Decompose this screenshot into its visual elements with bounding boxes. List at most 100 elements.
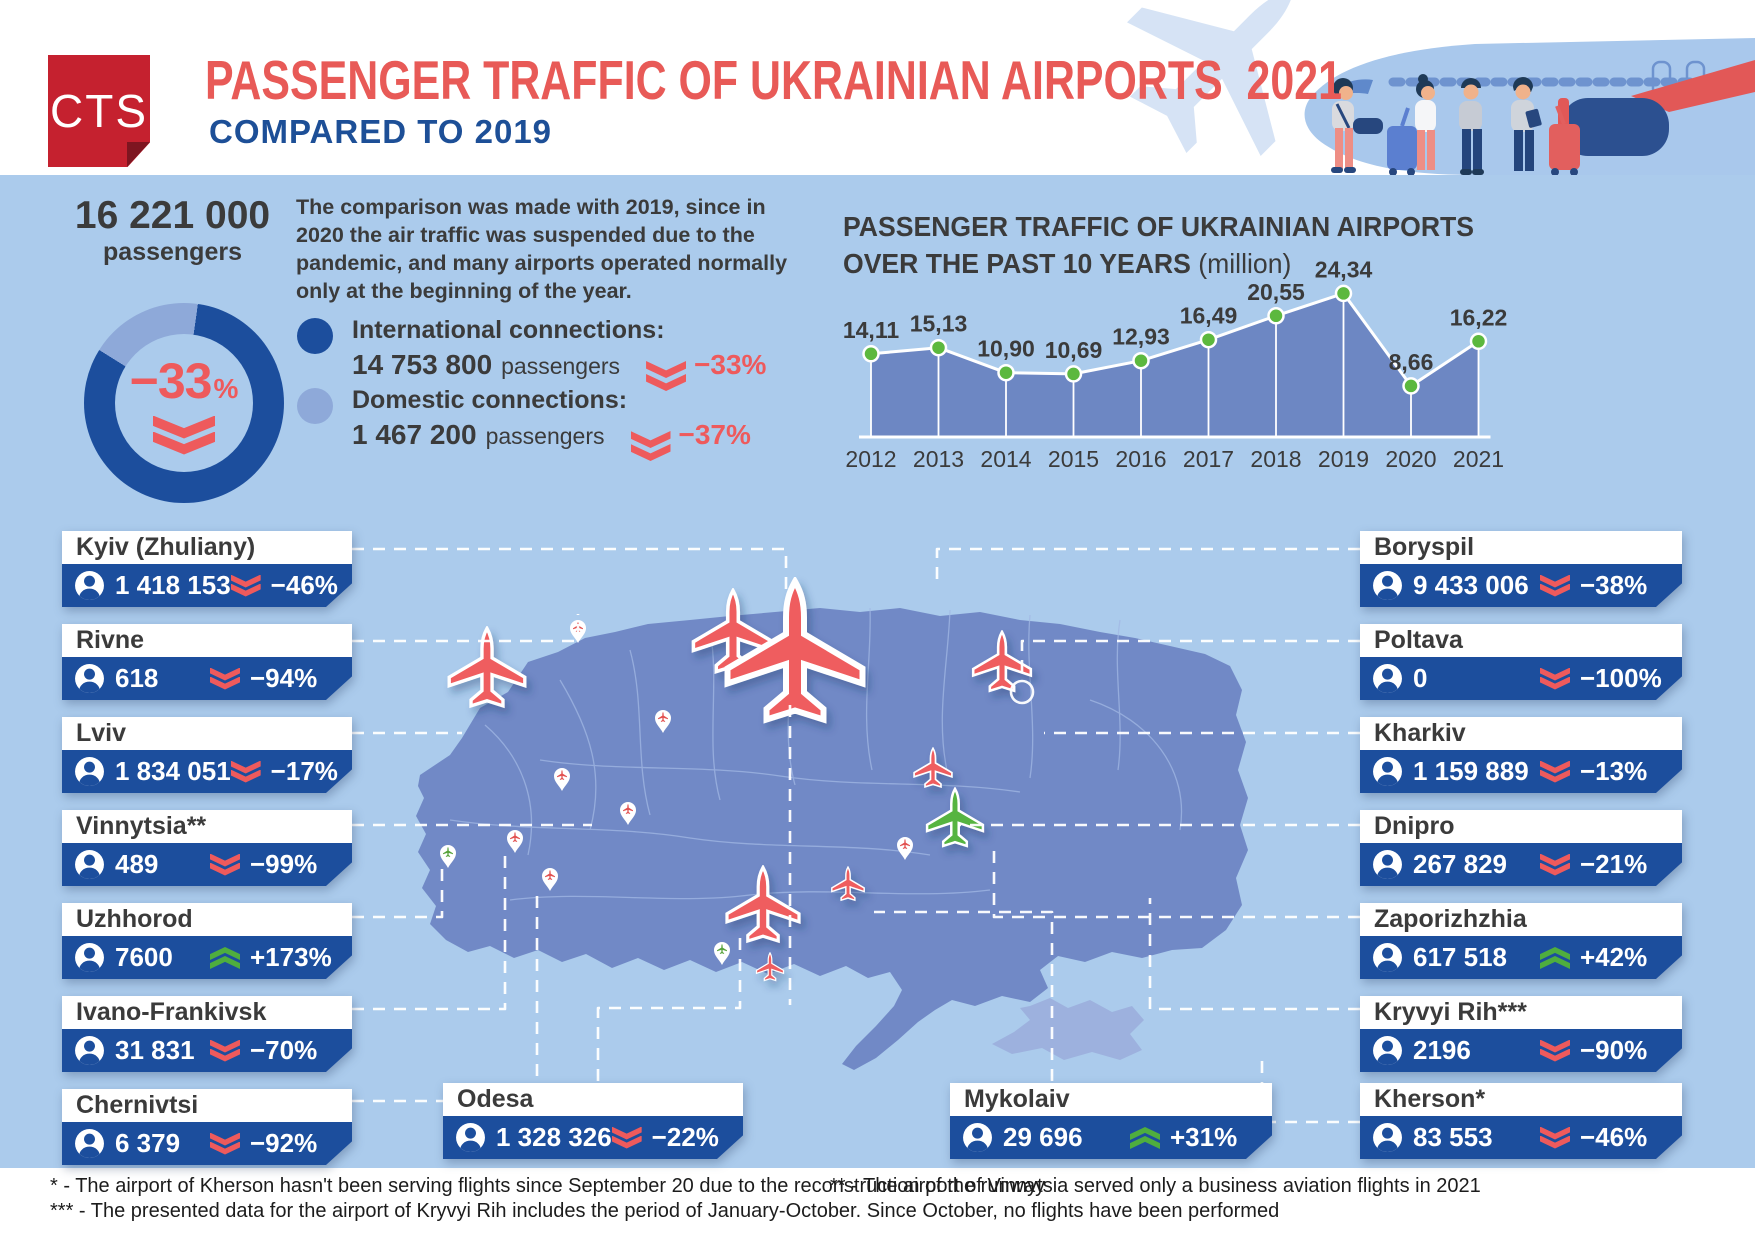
chart-point: [862, 345, 880, 363]
airport-name: Mykolaiv: [964, 1085, 1070, 1113]
total-passengers-value: 16 221 000: [74, 194, 271, 237]
small-airport-pins: [440, 620, 913, 965]
chart-year-label: 2012: [845, 446, 896, 472]
domestic-value: 1 467 200: [352, 419, 477, 450]
international-value-row: 14 753 800 passengers −33%: [352, 349, 767, 391]
change-percent: −92%: [250, 1128, 318, 1158]
airport-box: Chernivtsi 6 379 −92%: [62, 1089, 352, 1165]
airport-name: Kyiv (Zhuliany): [76, 533, 256, 561]
airport-pin-icon: [897, 837, 913, 860]
domestic-legend-dot: [297, 388, 333, 424]
trend-down-icon: [646, 361, 687, 391]
chart-year-label: 2017: [1183, 446, 1234, 472]
passenger-count: 618: [115, 663, 159, 693]
header: CTS PASSENGER TRAFFIC OF UKRAINIAN AIRPO…: [0, 0, 1755, 192]
airport-box: Kherson* 83 553 −46%: [1360, 1083, 1682, 1159]
airport-column-left: Kyiv (Zhuliany) 1 418 153 −46% Rivne: [62, 531, 352, 1182]
airport-box: Odesa 1 328 326 −22%: [443, 1083, 743, 1159]
passenger-count: 29 696: [1003, 1122, 1083, 1152]
passenger-count: 9 433 006: [1413, 570, 1529, 600]
chart-point: [997, 363, 1015, 382]
change-percent: −94%: [250, 663, 318, 693]
footnote-kryvyi-rih: *** - The presented data for the airport…: [50, 1200, 1280, 1222]
chart-point: [1064, 365, 1083, 383]
passenger-icon: [74, 570, 105, 601]
trend-chevron-icon: [612, 1127, 642, 1149]
chart-value-label: 10,69: [1045, 337, 1103, 363]
change-percent: −46%: [1580, 1122, 1648, 1152]
airport-pin-icon: [507, 830, 523, 853]
passenger-icon: [1372, 849, 1403, 880]
passenger-count: 83 553: [1413, 1122, 1493, 1152]
chart-value-label: 14,11: [843, 317, 899, 343]
international-legend-dot: [297, 318, 333, 354]
chart-year-label: 2016: [1115, 446, 1166, 472]
trend-chevron-icon: [1540, 947, 1570, 969]
trend-chevron-icon: [1540, 575, 1570, 597]
crimea-peninsula: [992, 998, 1144, 1060]
chart-year-label: 2013: [913, 446, 964, 472]
passenger-count: 1 328 326: [496, 1122, 612, 1152]
airport-box: Rivne 618 −94%: [62, 624, 352, 700]
page-subtitle: COMPARED TO 2019: [209, 113, 553, 150]
airport-box: Mykolaiv 29 696 +31%: [950, 1083, 1272, 1159]
chart-year-label: 2015: [1048, 446, 1099, 472]
airport-name: Rivne: [76, 626, 145, 654]
chart-point: [1267, 307, 1285, 325]
passenger-count: 2196: [1413, 1035, 1471, 1065]
ukraine-map: [416, 520, 1248, 1070]
airport-name: Kharkiv: [1374, 719, 1466, 747]
passenger-count: 617 518: [1413, 942, 1507, 972]
airport-name: Lviv: [76, 719, 127, 747]
trend-chevron-icon: [210, 854, 240, 876]
airport-box: Vinnytsia** 489 −99%: [62, 810, 352, 886]
airport-name: Vinnytsia**: [76, 812, 207, 840]
international-change: −33%: [694, 349, 767, 380]
chart-value-label: 16,49: [1180, 303, 1238, 329]
passenger-icon: [74, 663, 105, 694]
passenger-count: 267 829: [1413, 849, 1507, 879]
trend-chevron-icon: [231, 575, 261, 597]
passenger-count: 489: [115, 849, 159, 879]
chart-value-label: 20,55: [1247, 279, 1305, 305]
trend-chevron-icon: [210, 668, 240, 690]
airport-name: Ivano-Frankivsk: [76, 998, 267, 1026]
chart-point: [1334, 284, 1353, 303]
passenger-icon: [74, 1128, 105, 1159]
poltava-map-marker: [1009, 679, 1035, 705]
passenger-icon: [74, 942, 105, 973]
passenger-count: 7600: [115, 942, 173, 972]
chart-point: [1199, 330, 1218, 349]
airport-box: Zaporizhzhia 617 518 +42%: [1360, 903, 1682, 979]
airport-pin-icon: [655, 710, 671, 733]
change-percent: −21%: [1580, 849, 1648, 879]
change-percent: −99%: [250, 849, 318, 879]
domestic-change: −37%: [678, 419, 751, 450]
trend-chevron-icon: [1540, 854, 1570, 876]
passenger-count: 1 418 153: [115, 570, 231, 600]
trend-chevron-icon: [210, 1133, 240, 1155]
change-percent: −22%: [651, 1122, 719, 1152]
chart-value-label: 15,13: [910, 311, 968, 337]
passenger-icon: [1372, 570, 1403, 601]
chart-value-label: 24,34: [1315, 256, 1373, 282]
airport-name: Kryvyi Rih***: [1374, 998, 1527, 1026]
chart-value-label: 8,66: [1389, 349, 1434, 375]
domestic-unit: passengers: [485, 423, 605, 449]
chart-year-label: 2020: [1385, 446, 1436, 472]
passenger-count: 0: [1413, 663, 1428, 693]
chart-year-label: 2019: [1318, 446, 1369, 472]
trend-chevron-icon: [1540, 1040, 1570, 1062]
footnote-vinnytsia: ** - The airport of Vinnytsia served onl…: [830, 1175, 1481, 1197]
passenger-count: 1 834 051: [115, 756, 231, 786]
change-percent: −13%: [1580, 756, 1648, 786]
airport-box: Dnipro 267 829 −21%: [1360, 810, 1682, 886]
airport-pin-icon: [554, 768, 570, 791]
chart-year-label: 2021: [1453, 446, 1504, 472]
change-percent: −38%: [1580, 570, 1648, 600]
passenger-icon: [962, 1122, 993, 1153]
trend-chevron-icon: [1540, 761, 1570, 783]
passenger-icon: [1372, 1122, 1403, 1153]
traveler-figures-illustration: [1331, 74, 1580, 176]
international-value: 14 753 800: [352, 349, 493, 380]
